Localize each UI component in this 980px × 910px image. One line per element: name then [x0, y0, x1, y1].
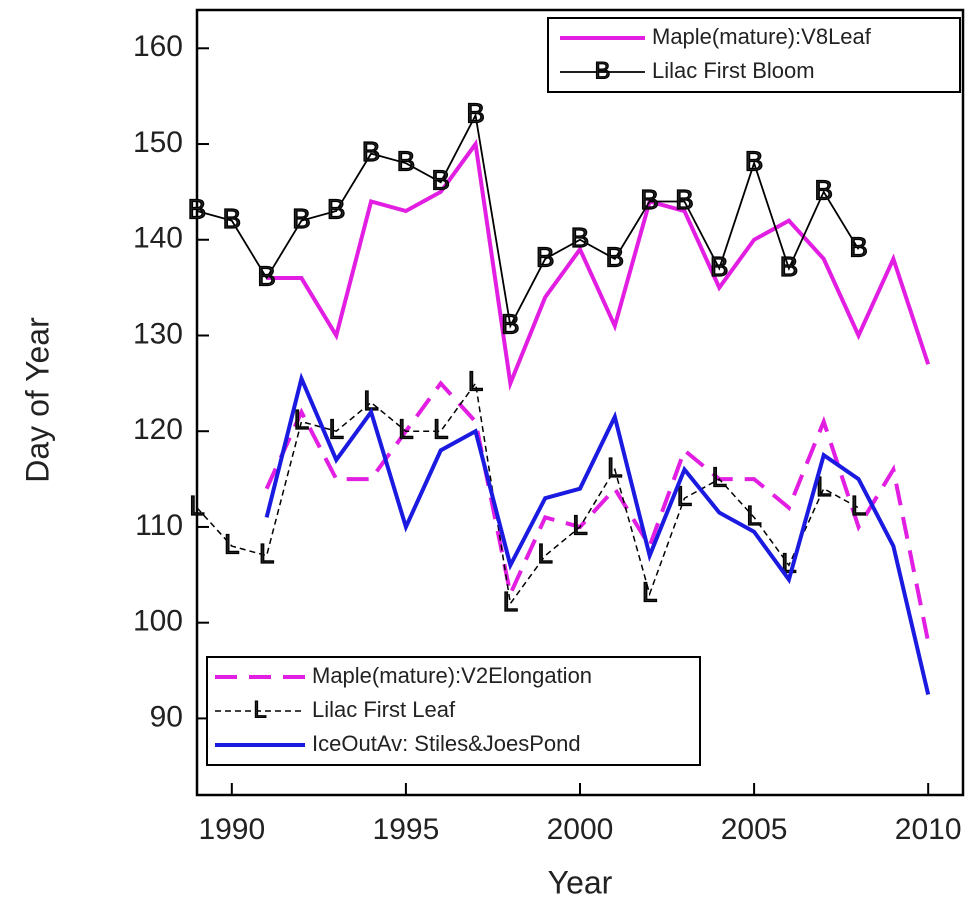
point-marker: L [746, 500, 762, 531]
y-tick-label: 150 [133, 126, 183, 159]
point-marker: B [745, 146, 764, 177]
point-marker: L [642, 576, 658, 607]
point-marker: L [224, 528, 240, 559]
x-tick-label: 2005 [721, 813, 788, 846]
point-marker: L [677, 481, 693, 512]
x-tick-label: 1995 [373, 813, 440, 846]
point-marker: B [814, 174, 833, 205]
point-marker: L [189, 490, 205, 521]
legend: Maple(mature):V8Leaf B Lilac First Bloom [547, 17, 961, 93]
y-tick-label: 90 [150, 700, 183, 733]
point-marker: B [675, 184, 694, 215]
point-marker: L [328, 414, 344, 445]
series-line [196, 381, 859, 606]
point-marker: L [468, 366, 484, 397]
point-marker: B [222, 203, 241, 234]
point-marker: B [327, 193, 346, 224]
point-marker: L [503, 586, 519, 617]
legend-box [547, 17, 961, 93]
point-marker: B [710, 251, 729, 282]
legend-label: Lilac First Bloom [652, 58, 815, 83]
point-marker: B [397, 146, 416, 177]
point-marker: L [607, 452, 623, 483]
point-marker: B [849, 232, 868, 263]
series-line [264, 380, 931, 643]
point-marker: L [294, 404, 310, 435]
point-marker: B [431, 165, 450, 196]
series-line [266, 138, 931, 391]
point-marker: B [466, 98, 485, 129]
legend-marker: B [594, 57, 610, 84]
y-tick-label: 130 [133, 317, 183, 350]
x-axis-label: Year [548, 864, 613, 900]
y-tick-label: 140 [133, 222, 183, 255]
point-marker: B [571, 222, 590, 253]
point-marker: B [640, 184, 659, 215]
series-line [196, 112, 860, 329]
legend-label: Lilac First Leaf [312, 697, 456, 722]
legend-label: Maple(mature):V2Elongation [312, 663, 592, 688]
y-tick-label: 110 [135, 509, 183, 542]
series-line [264, 372, 931, 695]
point-marker: B [292, 203, 311, 234]
point-marker: L [433, 414, 449, 445]
point-marker: L [816, 471, 832, 502]
y-tick-label: 160 [133, 30, 183, 63]
point-marker: B [780, 251, 799, 282]
legend-label: Maple(mature):V8Leaf [652, 24, 872, 49]
point-marker: L [537, 538, 553, 569]
point-marker: B [501, 308, 520, 339]
y-axis-label: Day of Year [19, 317, 55, 483]
point-marker: B [536, 241, 555, 272]
point-marker: L [398, 414, 414, 445]
x-tick-label: 2000 [547, 813, 614, 846]
x-tick-label: 2010 [895, 813, 962, 846]
legend-label: IceOutAv: Stiles&JoesPond [312, 731, 581, 756]
point-marker: L [851, 490, 867, 521]
y-tick-label: 100 [133, 605, 183, 638]
point-marker: B [362, 136, 381, 167]
y-tick-label: 120 [133, 413, 183, 446]
legend-marker: L [253, 696, 266, 723]
point-marker: L [363, 385, 379, 416]
point-marker: B [257, 260, 276, 291]
x-tick-label: 1990 [198, 813, 265, 846]
point-marker: L [711, 461, 727, 492]
legend: Maple(mature):V2Elongation L Lilac First L… [206, 656, 701, 766]
point-marker: L [572, 509, 588, 540]
point-marker: B [605, 241, 624, 272]
point-marker: L [259, 538, 275, 569]
point-marker: B [188, 193, 207, 224]
